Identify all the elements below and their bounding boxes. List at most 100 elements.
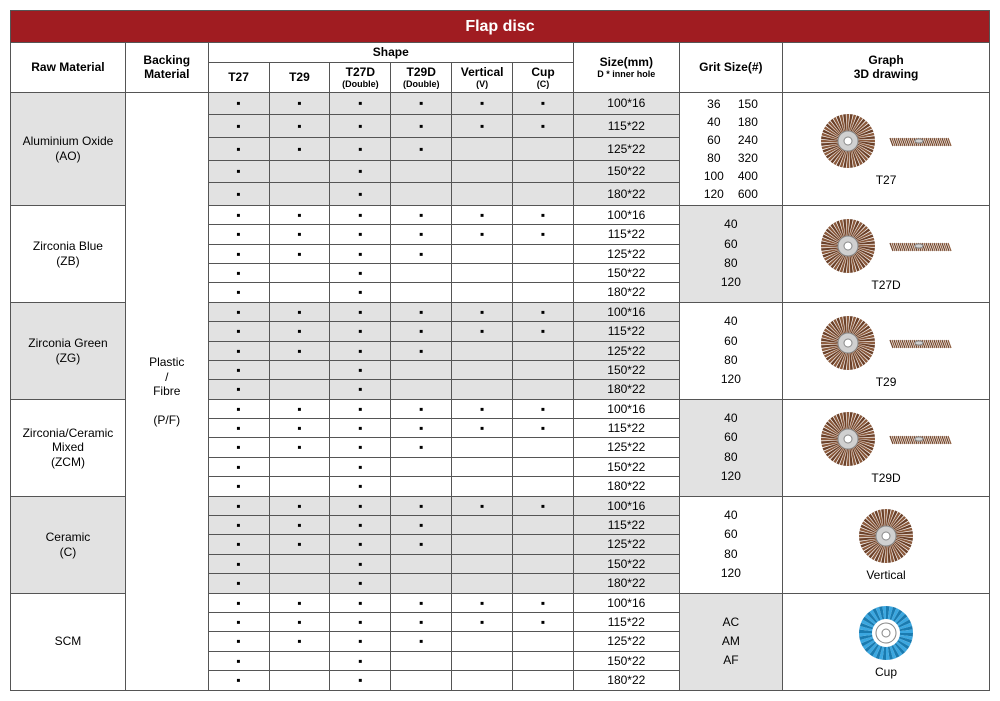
size-cell: 115*22: [573, 612, 679, 631]
disc-side-icon: [884, 231, 954, 261]
shape-cell: ▪: [452, 225, 513, 244]
table-title: Flap disc: [11, 11, 990, 43]
shape-cell: ▪: [391, 302, 452, 321]
header-shape: Shape: [208, 43, 573, 62]
raw-material-cell: Zirconia/CeramicMixed(ZCM): [11, 399, 126, 496]
size-cell: 180*22: [573, 380, 679, 399]
shape-cell: ▪: [208, 183, 269, 206]
shape-cell: ▪: [208, 205, 269, 224]
shape-cell: ▪: [513, 205, 574, 224]
shape-cell: [513, 477, 574, 496]
disc-side-icon: [884, 424, 954, 454]
shape-cell: [269, 574, 330, 593]
shape-cell: ▪: [208, 671, 269, 690]
shape-cell: ▪: [269, 341, 330, 360]
size-cell: 100*16: [573, 205, 679, 224]
shape-cell: ▪: [330, 380, 391, 399]
shape-cell: ▪: [330, 438, 391, 457]
size-cell: 150*22: [573, 554, 679, 573]
shape-cell: ▪: [330, 263, 391, 282]
shape-cell: [269, 554, 330, 573]
disc-side-icon: [884, 126, 954, 156]
shape-cell: ▪: [391, 205, 452, 224]
size-cell: 150*22: [573, 160, 679, 183]
shape-cell: [513, 160, 574, 183]
shape-cell: ▪: [208, 360, 269, 379]
shape-cell: ▪: [513, 225, 574, 244]
shape-cell: ▪: [208, 496, 269, 515]
shape-cell: [269, 671, 330, 690]
shape-cell: [391, 477, 452, 496]
disc-front-icon: [818, 313, 878, 373]
shape-cell: ▪: [330, 632, 391, 651]
shape-cell: ▪: [391, 535, 452, 554]
shape-cell: ▪: [391, 322, 452, 341]
shape-cell: [269, 477, 330, 496]
shape-cell: [513, 360, 574, 379]
shape-cell: ▪: [330, 496, 391, 515]
shape-cell: ▪: [452, 593, 513, 612]
shape-cell: [513, 554, 574, 573]
grit-cell: 406080120: [679, 302, 782, 399]
header-shape-1: T29: [269, 62, 330, 92]
shape-cell: [452, 183, 513, 206]
shape-cell: [513, 671, 574, 690]
shape-cell: [452, 380, 513, 399]
size-cell: 125*22: [573, 438, 679, 457]
header-shape-3: T29D(Double): [391, 62, 452, 92]
shape-cell: [269, 360, 330, 379]
shape-cell: ▪: [330, 244, 391, 263]
shape-cell: [391, 183, 452, 206]
shape-cell: ▪: [330, 574, 391, 593]
size-cell: 115*22: [573, 322, 679, 341]
flap-disc-table: Flap disc Raw Material BackingMaterial S…: [10, 10, 990, 691]
shape-cell: ▪: [208, 457, 269, 476]
shape-cell: [452, 263, 513, 282]
shape-cell: ▪: [269, 438, 330, 457]
shape-cell: ▪: [452, 612, 513, 631]
grit-cell: ACAMAF: [679, 593, 782, 690]
shape-cell: ▪: [391, 516, 452, 535]
shape-cell: [452, 244, 513, 263]
shape-cell: ▪: [452, 115, 513, 138]
shape-cell: ▪: [269, 225, 330, 244]
shape-cell: ▪: [208, 593, 269, 612]
size-cell: 150*22: [573, 457, 679, 476]
graph-cell: T27: [783, 92, 990, 205]
shape-cell: ▪: [330, 360, 391, 379]
shape-cell: ▪: [269, 322, 330, 341]
size-cell: 180*22: [573, 574, 679, 593]
shape-cell: [452, 360, 513, 379]
disc-front-icon: [856, 603, 916, 663]
size-cell: 150*22: [573, 360, 679, 379]
size-cell: 125*22: [573, 535, 679, 554]
shape-cell: ▪: [330, 554, 391, 573]
disc-front-icon: [818, 216, 878, 276]
shape-cell: ▪: [391, 593, 452, 612]
shape-cell: ▪: [330, 183, 391, 206]
header-shape-2: T27D(Double): [330, 62, 391, 92]
header-backing-material: BackingMaterial: [125, 43, 208, 93]
shape-cell: [452, 516, 513, 535]
shape-cell: ▪: [513, 115, 574, 138]
shape-cell: [452, 651, 513, 670]
header-raw-material: Raw Material: [11, 43, 126, 93]
graph-cell: T29D: [783, 399, 990, 496]
shape-cell: ▪: [391, 225, 452, 244]
raw-material-cell: SCM: [11, 593, 126, 690]
shape-cell: ▪: [269, 612, 330, 631]
header-shape-4: Vertical(V): [452, 62, 513, 92]
shape-cell: [513, 283, 574, 302]
raw-material-cell: Ceramic(C): [11, 496, 126, 593]
shape-cell: ▪: [208, 263, 269, 282]
shape-cell: [269, 183, 330, 206]
shape-cell: [513, 183, 574, 206]
shape-cell: ▪: [269, 593, 330, 612]
graph-label: T29D: [871, 471, 900, 485]
size-cell: 125*22: [573, 244, 679, 263]
shape-cell: ▪: [208, 554, 269, 573]
shape-cell: ▪: [269, 244, 330, 263]
shape-cell: ▪: [208, 477, 269, 496]
shape-cell: [391, 574, 452, 593]
shape-cell: ▪: [330, 115, 391, 138]
